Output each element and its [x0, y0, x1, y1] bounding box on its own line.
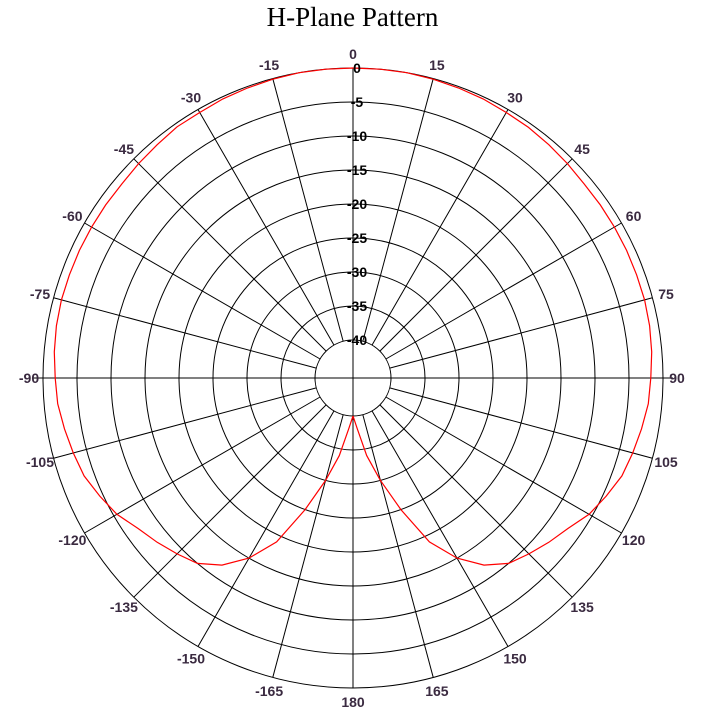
grid-spoke	[53, 387, 317, 459]
grid-spoke	[371, 410, 509, 647]
grid-spoke	[84, 396, 321, 534]
angle-tick-label: -75	[30, 286, 50, 302]
radial-tick-label: -15	[347, 162, 367, 178]
radial-tick-label: -20	[347, 196, 367, 212]
chart-title: H-Plane Pattern	[266, 2, 439, 32]
angle-tick-label: 135	[570, 599, 594, 615]
radial-tick-label: -25	[347, 230, 367, 246]
grid-spoke	[389, 387, 653, 459]
angle-tick-label: 90	[669, 370, 685, 386]
angle-tick-label: 120	[622, 532, 646, 548]
angle-tick-label: 30	[507, 89, 523, 105]
angle-tick-label: -165	[255, 683, 283, 699]
angle-tick-label: -90	[19, 370, 39, 386]
radial-labels: 0 -5 -10 -15 -20 -25 -30 -35 -40	[347, 60, 367, 348]
radial-tick-label: -5	[351, 94, 364, 110]
radial-tick-label: -35	[347, 298, 367, 314]
radial-tick-label: -40	[347, 332, 367, 348]
angle-tick-label: -120	[58, 532, 86, 548]
angle-tick-label: 165	[425, 683, 449, 699]
grid-spoke	[379, 158, 573, 352]
series-layer	[53, 67, 653, 566]
angle-tick-label: 180	[341, 694, 365, 710]
grid-spoke	[197, 109, 335, 346]
angle-tick-label: 105	[654, 454, 678, 470]
grid-spoke	[371, 109, 509, 346]
grid-spoke	[379, 404, 573, 598]
grid-spoke	[272, 78, 344, 342]
grid-spoke	[197, 410, 335, 647]
grid-spoke	[362, 78, 434, 342]
angle-tick-label: 60	[626, 208, 642, 224]
angle-tick-label: 0	[349, 46, 357, 62]
grid-spoke	[385, 222, 622, 360]
grid-spoke	[362, 414, 434, 678]
grid-spoke	[133, 158, 327, 352]
angle-tick-label: -30	[181, 89, 201, 105]
grid-spoke	[84, 222, 321, 360]
grid-spoke	[385, 396, 622, 534]
grid-spoke	[389, 297, 653, 369]
angle-tick-label: -60	[62, 208, 82, 224]
radial-tick-label: -30	[347, 264, 367, 280]
angle-tick-label: -105	[26, 454, 54, 470]
angle-tick-label: 150	[503, 651, 527, 667]
angle-tick-label: 45	[574, 141, 590, 157]
angle-tick-label: -135	[110, 599, 138, 615]
angle-labels: 0153045607590105120135150165180-165-150-…	[19, 46, 685, 710]
grid-spoke	[53, 297, 317, 369]
angle-tick-label: 15	[429, 57, 445, 73]
angle-tick-label: -15	[259, 57, 279, 73]
angle-tick-label: -150	[177, 651, 205, 667]
radial-tick-label: -10	[347, 128, 367, 144]
series-line-0	[53, 67, 653, 566]
angle-grid	[33, 68, 673, 688]
angle-tick-label: -45	[114, 141, 134, 157]
grid-spoke	[272, 414, 344, 678]
angle-tick-label: 75	[658, 286, 674, 302]
grid-spoke	[133, 404, 327, 598]
radial-tick-label: 0	[353, 60, 361, 76]
